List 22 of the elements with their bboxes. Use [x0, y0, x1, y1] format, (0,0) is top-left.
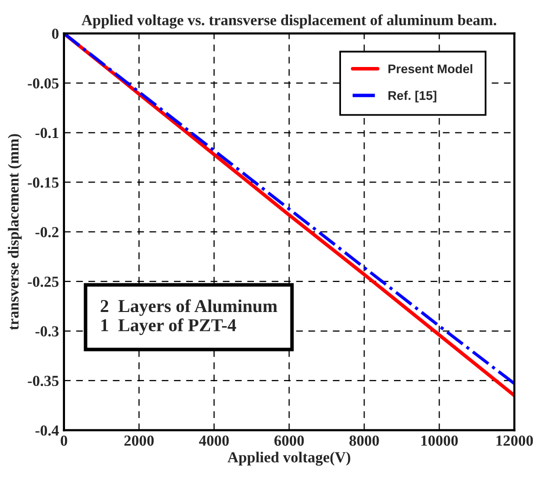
x-axis-title: Applied voltage(V) [228, 452, 350, 466]
x-tick-label: 0 [60, 436, 68, 446]
x-tick-label: 4000 [199, 436, 229, 446]
y-tick-label: -0.4 [35, 425, 59, 436]
y-tick-label: -0.3 [35, 326, 59, 337]
y-tick-label: -0.15 [28, 177, 59, 188]
y-axis-title: transverse displacement (mm) [8, 134, 22, 330]
y-tick-label: -0.2 [35, 226, 58, 238]
x-tick-label: 10000 [421, 436, 458, 446]
y-tick-label: 0 [52, 28, 59, 39]
y-tick-label: -0.1 [35, 128, 58, 138]
x-tick-label: 2000 [124, 436, 154, 446]
x-tick-label: 12000 [496, 436, 533, 446]
y-tick-label: -0.35 [28, 376, 59, 386]
legend-label: Present Model [388, 64, 472, 74]
annotation: 2 Layers of Aluminum 1 Layer of PZT-4 [100, 299, 278, 336]
legend-label: Ref. [15] [388, 90, 436, 102]
x-tick-label: 6000 [274, 436, 304, 446]
x-tick-label: 8000 [349, 436, 379, 446]
y-tick-label: -0.25 [28, 276, 59, 287]
chart-title: Applied voltage vs. transverse displacement of aluminum beam. [82, 14, 496, 28]
y-tick-label: -0.05 [28, 78, 59, 89]
